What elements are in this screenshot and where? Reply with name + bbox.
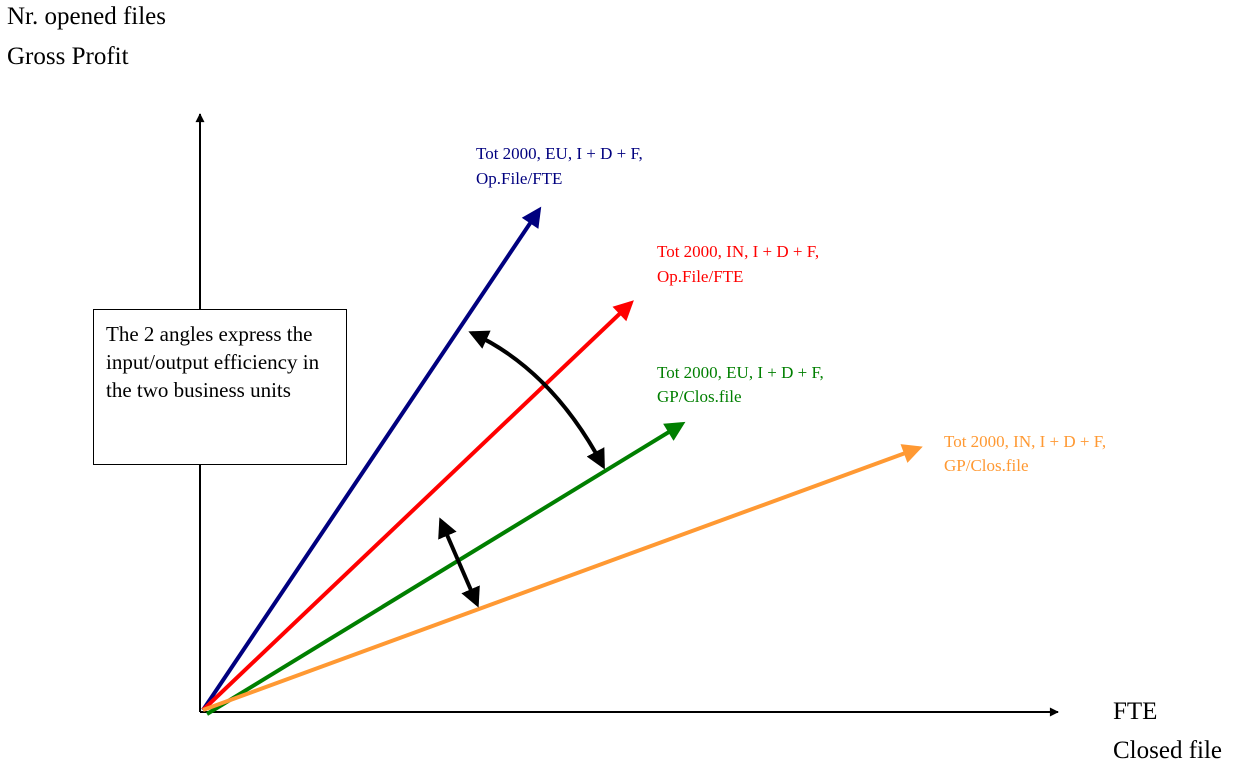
vector-label-in-gpclos-line2: GP/Clos.file	[944, 456, 1029, 475]
vector-label-eu-opfile-line1: Tot 2000, EU, I + D + F,	[476, 144, 643, 163]
y-axis-label-line2: Gross Profit	[7, 43, 129, 70]
vector-label-in-gpclos-line1: Tot 2000, IN, I + D + F,	[944, 432, 1106, 451]
vector-eu-gpclos	[205, 421, 686, 716]
vector-label-in-opfile-line1: Tot 2000, IN, I + D + F,	[657, 242, 819, 261]
vector-label-eu-opfile-line2: Op.File/FTE	[476, 169, 562, 188]
vector-eu-opfile	[201, 206, 542, 712]
angle-marker-gpclos-vs-orange	[438, 517, 480, 608]
y-axis-label-line1: Nr. opened files	[7, 3, 166, 30]
x-axis-label-line1: FTE	[1113, 698, 1157, 725]
vector-in-gpclos	[202, 444, 923, 712]
x-axis-label-line2: Closed file	[1113, 737, 1222, 763]
vector-label-eu-gpclos-line2: GP/Clos.file	[657, 387, 742, 406]
angle-marker-opfile-vs-gpclos	[468, 330, 605, 470]
callout-text: The 2 angles express the input/output ef…	[106, 322, 320, 402]
vector-label-eu-gpclos-line1: Tot 2000, EU, I + D + F,	[657, 363, 824, 382]
angle-explanation-callout: The 2 angles express the input/output ef…	[93, 309, 347, 465]
vector-label-in-opfile-line2: Op.File/FTE	[657, 267, 743, 286]
